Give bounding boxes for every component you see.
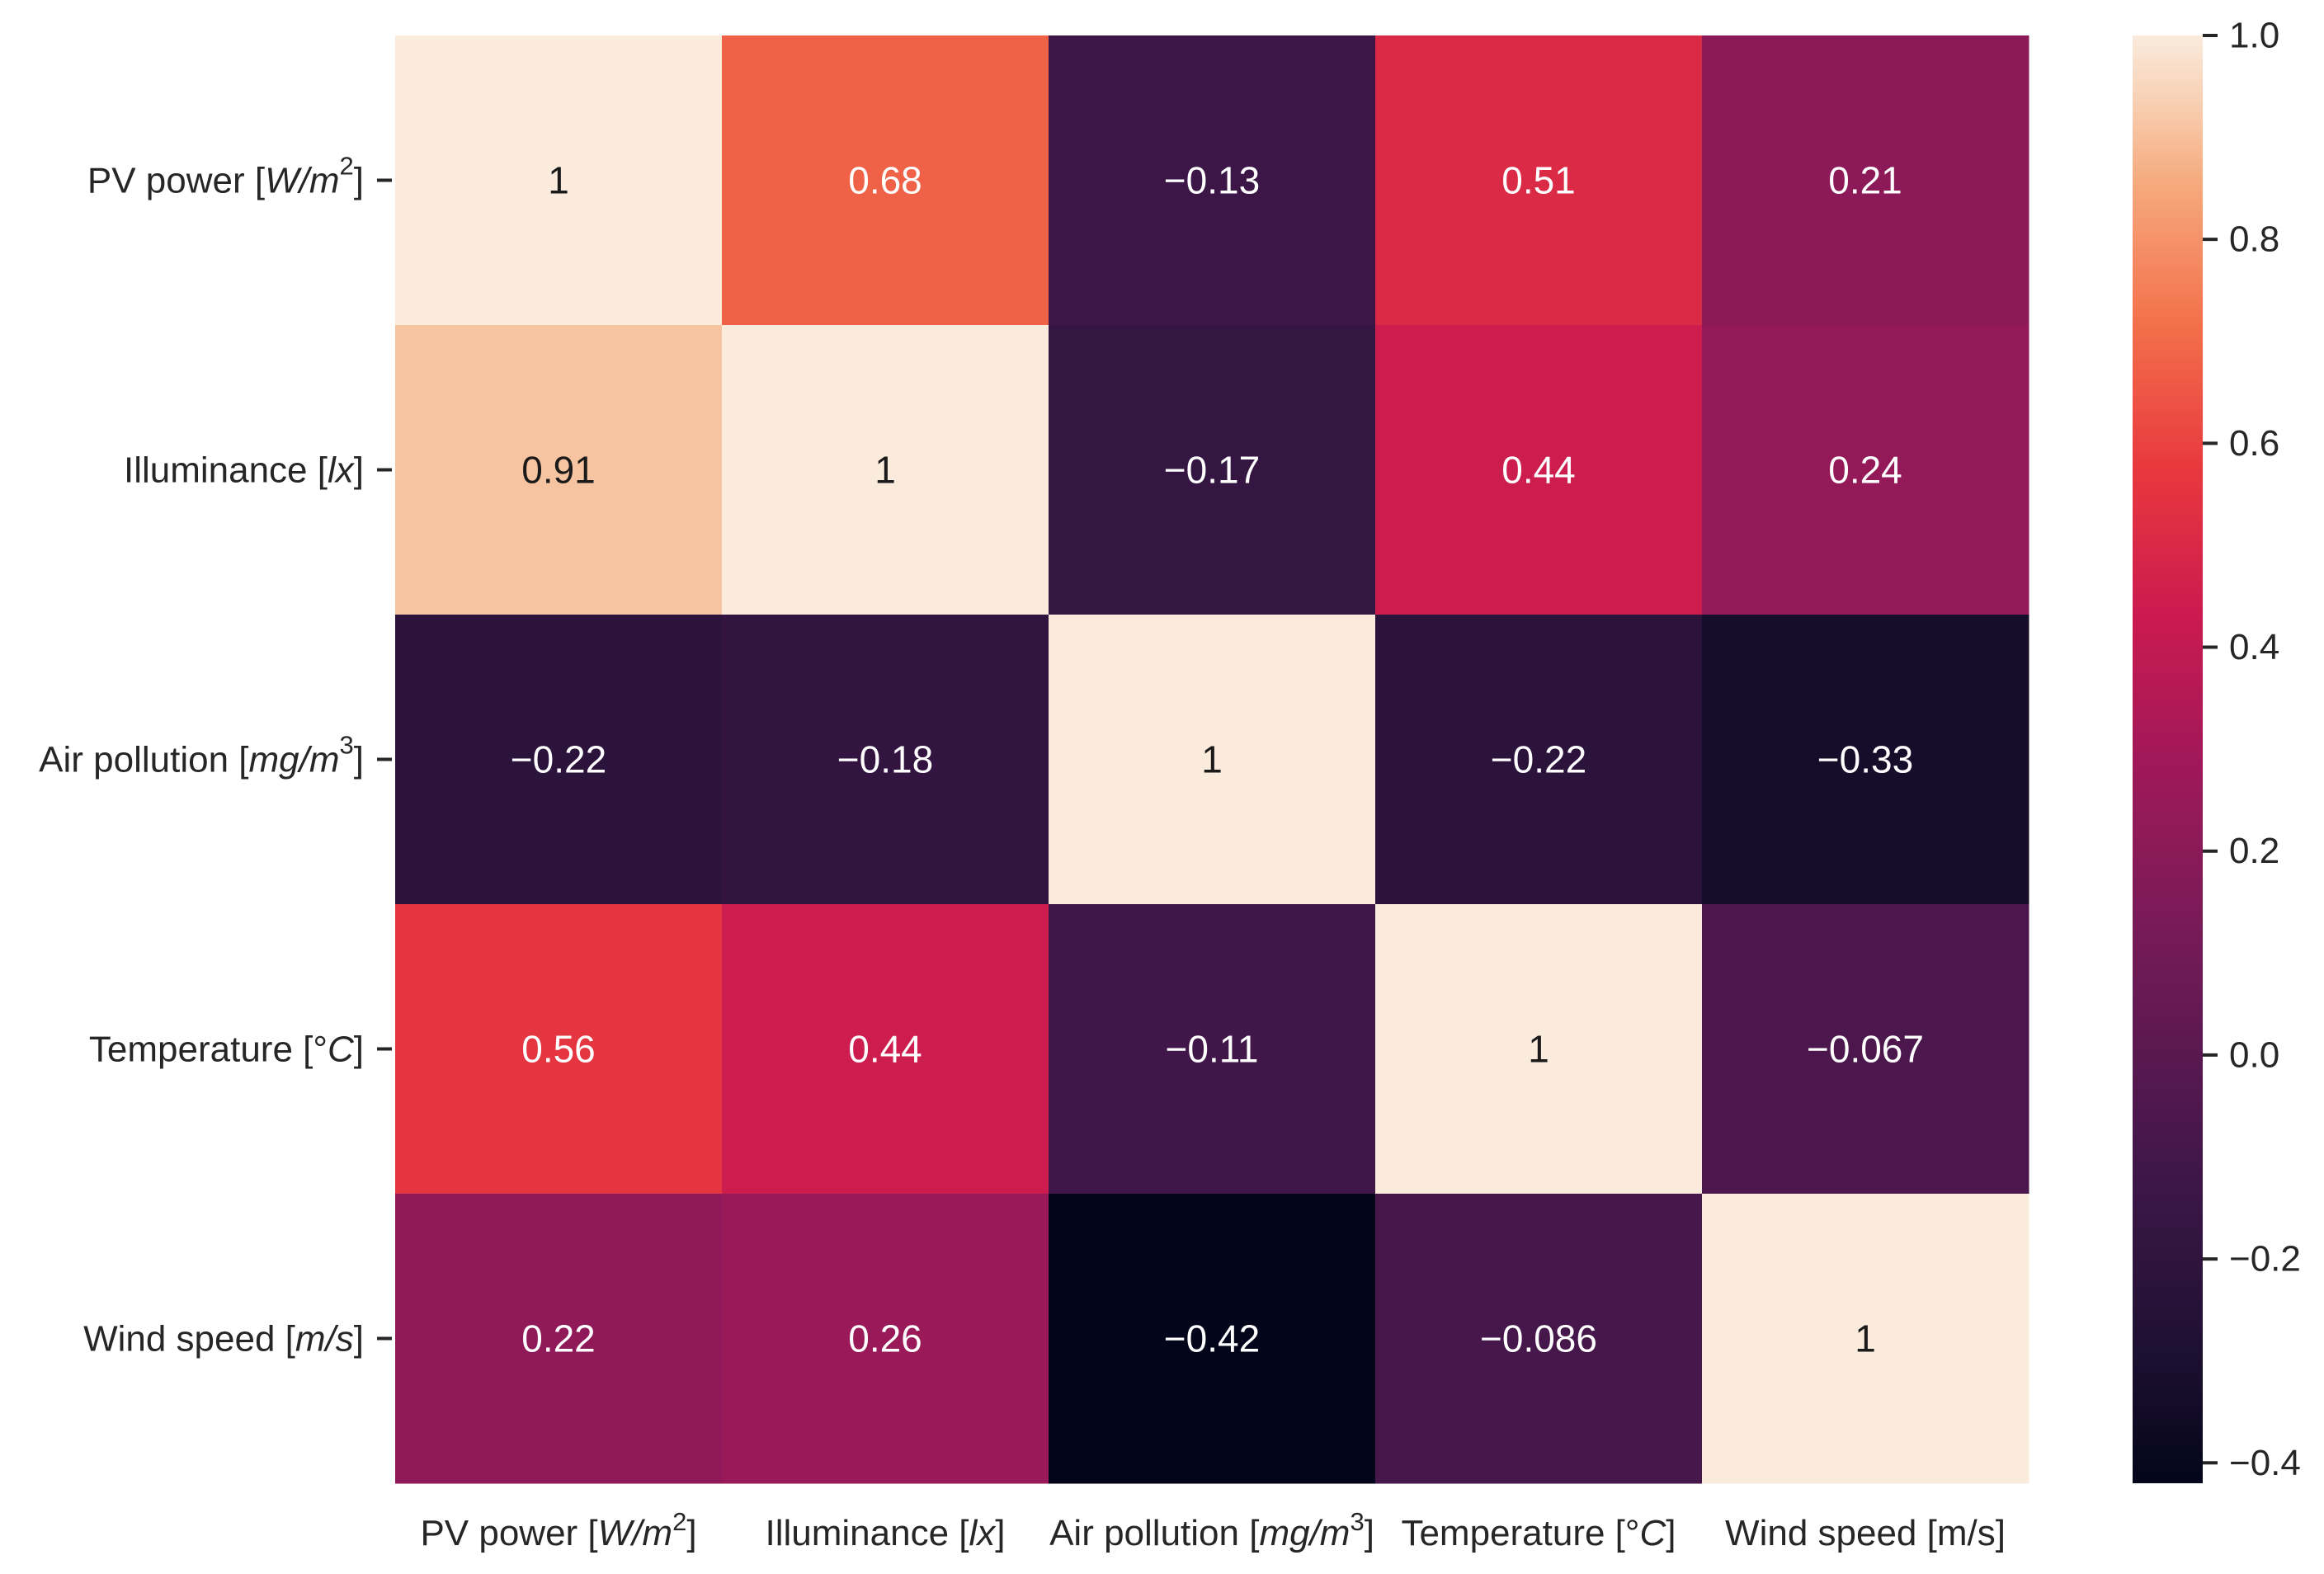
cell-value-r3-c3: 1 [1201, 738, 1223, 781]
colorbar-tick-label: 1.0 [2229, 16, 2279, 56]
colorbar-tick-label: 0.6 [2229, 423, 2279, 464]
heatmap-cell-r1-c4 [1375, 35, 1703, 326]
cell-value-r2-c5: 0.24 [1828, 449, 1902, 492]
x-tick-label-air-pollution-mg-m: Air pollution [mg/m3​] [1049, 1507, 1374, 1553]
cell-value-r3-c1: −0.22 [511, 738, 606, 781]
colorbar-gradient [2133, 35, 2203, 1483]
cell-value-r2-c4: 0.44 [1501, 449, 1576, 492]
cell-value-r5-c4: −0.086 [1480, 1317, 1597, 1360]
y-tick-label-pv-power-w-m: PV power [W/m2​] [87, 151, 364, 200]
colorbar-tick-label: −0.2 [2229, 1239, 2301, 1279]
cell-value-r3-c2: −0.18 [837, 738, 933, 781]
heatmap-cell-r4-c2 [722, 904, 1049, 1195]
heatmap-cell-r4-c3 [1049, 904, 1376, 1195]
colorbar-tick-label: −0.4 [2229, 1443, 2301, 1483]
heatmap-cell-labels: 1 0.68 −0.13 0.51 0.21 0.91 1 −0.17 0.44 0.24 −0.2… [511, 159, 1924, 1360]
x-tick-label-illuminance-lx: Illuminance [lx] [765, 1513, 1005, 1553]
cell-value-r1-c1: 1 [548, 159, 569, 202]
colorbar-tick-label: 0.0 [2229, 1034, 2279, 1075]
heatmap-cell-r5-c5 [1702, 1194, 2029, 1484]
colorbar-tick-label: 0.4 [2229, 627, 2279, 667]
cell-value-r4-c3: −0.11 [1166, 1028, 1259, 1071]
cell-value-r5-c2: 0.26 [848, 1317, 922, 1360]
heatmap-cell-r1-c1 [395, 35, 723, 326]
y-axis: PV power [W/m2​] Illuminance [lx] Air poll… [39, 151, 392, 1359]
heatmap-cell-r5-c2 [722, 1194, 1049, 1484]
heatmap-cell-r3-c1 [395, 615, 723, 905]
colorbar-tick-label: 0.2 [2229, 831, 2279, 871]
x-tick-label-pv-power-w-m: PV power [W/m2​] [420, 1507, 696, 1553]
heatmap-cell-r4-c5 [1702, 904, 2029, 1195]
cell-value-r2-c1: 0.91 [521, 449, 596, 492]
heatmap-cell-r4-c1 [395, 904, 723, 1195]
cell-value-r3-c4: −0.22 [1491, 738, 1586, 781]
heatmap-cell-r2-c3 [1049, 325, 1376, 615]
heatmap-cell-r3-c3 [1049, 615, 1376, 905]
cell-value-r2-c2: 1 [874, 449, 896, 492]
colorbar-tick-label: 0.8 [2229, 219, 2279, 260]
heatmap-cell-r5-c4 [1375, 1194, 1703, 1484]
heatmap-cell-r3-c5 [1702, 615, 2029, 905]
y-tick-label-temperature-c: Temperature [°C] [89, 1029, 364, 1069]
heatmap-cell-r3-c4 [1375, 615, 1703, 905]
cell-value-r4-c4: 1 [1528, 1028, 1549, 1071]
y-tick-label-air-pollution-mg-m: Air pollution [mg/m3​] [39, 730, 364, 780]
heatmap-cell-r2-c4 [1375, 325, 1703, 615]
cell-value-r2-c3: −0.17 [1164, 449, 1260, 492]
cell-value-r5-c1: 0.22 [521, 1317, 596, 1360]
heatmap-cell-r2-c1 [395, 325, 723, 615]
heatmap-cell-r1-c5 [1702, 35, 2029, 326]
cell-value-r5-c5: 1 [1855, 1317, 1876, 1360]
heatmap-cell-r3-c2 [722, 615, 1049, 905]
heatmap-cell-r2-c2 [722, 325, 1049, 615]
x-tick-label-temperature-c: Temperature [°C] [1401, 1513, 1676, 1553]
heatmap-cell-r4-c4 [1375, 904, 1703, 1195]
x-tick-label-wind-speed-m-s: Wind speed [m/s] [1725, 1513, 2006, 1553]
heatmap-cell-r2-c5 [1702, 325, 2029, 615]
heatmap-cells [395, 35, 2029, 1484]
cell-value-r1-c3: −0.13 [1164, 159, 1260, 202]
x-axis: PV power [W/m2​] Illuminance [lx] Air poll… [420, 1507, 2006, 1553]
y-tick-label-illuminance-lx: Illuminance [lx] [124, 450, 364, 490]
cell-value-r3-c5: −0.33 [1817, 738, 1913, 781]
heatmap-cell-r1-c3 [1049, 35, 1376, 326]
colorbar: 1.0 0.8 0.6 0.4 0.2 0.0 −0.2 −0.4 [2133, 16, 2301, 1483]
cell-value-r4-c1: 0.56 [521, 1028, 596, 1071]
cell-value-r1-c4: 0.51 [1501, 159, 1576, 202]
y-tick-label-wind-speed-m-s: Wind speed [m/s] [83, 1318, 364, 1359]
cell-value-r5-c3: −0.42 [1164, 1317, 1260, 1360]
heatmap-cell-r5-c1 [395, 1194, 723, 1484]
cell-value-r4-c5: −0.067 [1807, 1028, 1924, 1071]
heatmap-cell-r5-c3 [1049, 1194, 1376, 1484]
cell-value-r4-c2: 0.44 [848, 1028, 922, 1071]
cell-value-r1-c2: 0.68 [848, 159, 922, 202]
cell-value-r1-c5: 0.21 [1828, 159, 1902, 202]
heatmap-cell-r1-c2 [722, 35, 1049, 326]
